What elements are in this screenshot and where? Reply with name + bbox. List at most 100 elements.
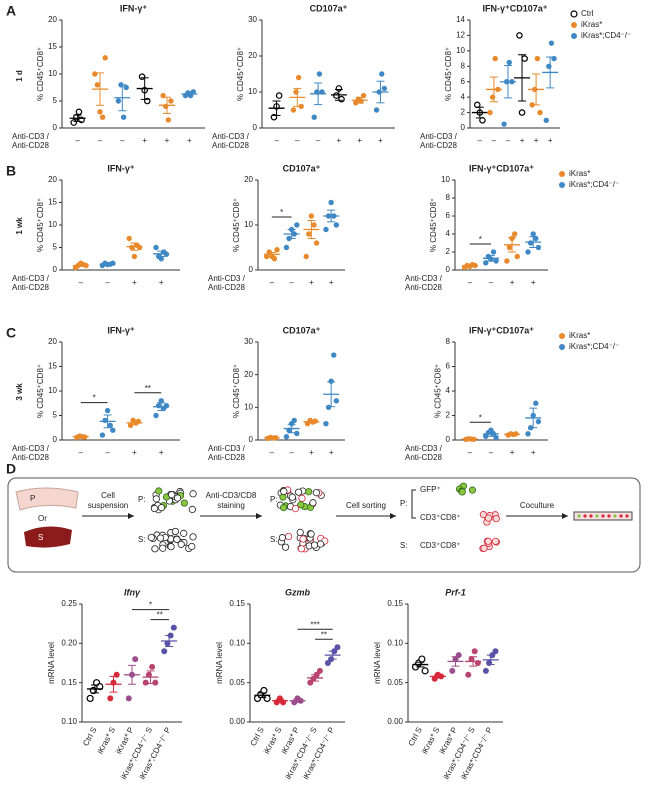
treatment-mark: + <box>309 448 314 457</box>
treatment-mark: – <box>98 136 103 145</box>
data-point <box>332 92 340 99</box>
significance-label: * <box>479 235 482 244</box>
y-tick-label: 10 <box>48 386 57 395</box>
data-point <box>190 89 196 95</box>
data-point <box>506 244 513 251</box>
data-point <box>75 108 83 116</box>
data-point <box>493 258 499 264</box>
y-axis-label: % CD45⁺CD8⁺ <box>444 47 453 101</box>
treatment-mark: + <box>159 448 164 457</box>
data-point <box>518 109 526 116</box>
data-point <box>490 249 497 255</box>
legend-marker <box>570 10 578 18</box>
data-point <box>136 244 143 251</box>
data-point <box>333 222 340 228</box>
row-label: 1 d <box>15 70 24 82</box>
data-point <box>295 74 302 81</box>
data-point <box>333 398 340 404</box>
y-tick-label: 10 <box>244 220 253 229</box>
treatment-mark: – <box>489 278 494 287</box>
data-point <box>283 434 290 440</box>
treatment-label: Anti-CD28 <box>405 453 442 462</box>
data-point <box>328 378 334 384</box>
y-axis-label: % CD45⁺CD8⁺ <box>236 47 245 101</box>
fraction-label: P: <box>138 495 146 504</box>
data-point <box>125 695 132 702</box>
significance-label: * <box>149 601 152 610</box>
data-point <box>303 253 309 260</box>
step-label: Cell sorting <box>346 501 386 510</box>
panel-label: B <box>6 163 16 179</box>
treatment-mark: – <box>316 136 321 145</box>
y-tick-label: 0.25 <box>61 599 77 608</box>
data-point <box>311 222 317 228</box>
y-tick-label: 14 <box>456 15 465 24</box>
data-point <box>525 431 531 437</box>
data-point <box>275 92 283 99</box>
dish-cell <box>625 514 629 518</box>
y-tick-label: 10 <box>48 220 57 229</box>
y-tick-label: 4 <box>446 229 451 238</box>
y-tick-label: 15 <box>48 42 57 51</box>
data-point <box>308 213 315 219</box>
treatment-mark: – <box>289 448 294 457</box>
data-point <box>306 231 312 237</box>
legend-label: Ctrl <box>581 9 594 18</box>
y-tick-label: 30 <box>248 15 257 24</box>
cell <box>278 534 286 542</box>
schematic-frame <box>7 477 641 573</box>
data-point <box>99 114 106 120</box>
data-point <box>170 624 177 631</box>
data-point <box>155 403 162 409</box>
legend-label: iKras* <box>569 331 590 340</box>
legend-marker <box>559 182 565 188</box>
y-tick-label: 20 <box>48 337 57 346</box>
y-tick-label: 4 <box>461 92 466 101</box>
cell <box>156 534 165 542</box>
data-point <box>113 671 120 678</box>
treatment-mark: – <box>492 136 497 145</box>
cell <box>151 545 159 553</box>
data-point <box>331 352 337 358</box>
data-point <box>120 114 127 120</box>
chart-title: CD107a⁺ <box>283 325 321 335</box>
treatment-mark: + <box>510 448 515 457</box>
fraction-label: S: <box>400 541 408 550</box>
treatment-label: Anti-CD3 / <box>12 444 50 453</box>
treatment-mark: – <box>75 136 80 145</box>
chart-title: IFN-γ⁺CD107a⁺ <box>482 3 547 13</box>
data-point <box>94 82 101 88</box>
cell <box>312 489 320 497</box>
y-tick-label: 2 <box>446 247 451 256</box>
cell <box>316 540 325 548</box>
cell <box>152 495 160 503</box>
treatment-mark: + <box>548 136 553 145</box>
cell <box>173 535 181 544</box>
dish-cell <box>577 514 581 518</box>
y-tick-label: 0 <box>249 435 254 444</box>
data-point <box>294 222 300 228</box>
data-point <box>449 667 456 674</box>
panel-label: A <box>6 3 16 19</box>
treatment-mark: – <box>105 448 110 457</box>
data-point <box>471 648 478 655</box>
y-axis-label: % CD45⁺CD8⁺ <box>36 364 45 418</box>
data-point <box>107 695 114 702</box>
treatment-label: Anti-CD3 / <box>12 274 50 283</box>
cell <box>150 504 159 513</box>
data-point <box>283 244 290 251</box>
cell <box>168 491 176 499</box>
data-point <box>158 256 164 262</box>
cell <box>189 490 197 498</box>
data-point <box>492 648 499 655</box>
y-tick-label: 15 <box>48 362 57 371</box>
treatment-mark: + <box>531 448 536 457</box>
treatment-mark: + <box>132 278 137 287</box>
data-point <box>334 644 341 651</box>
treatment-mark: – <box>270 278 275 287</box>
y-tick-label: 5 <box>53 243 58 252</box>
data-point <box>504 258 510 264</box>
step-label: Coculture <box>520 501 555 510</box>
y-tick-label: 0.15 <box>387 599 403 608</box>
